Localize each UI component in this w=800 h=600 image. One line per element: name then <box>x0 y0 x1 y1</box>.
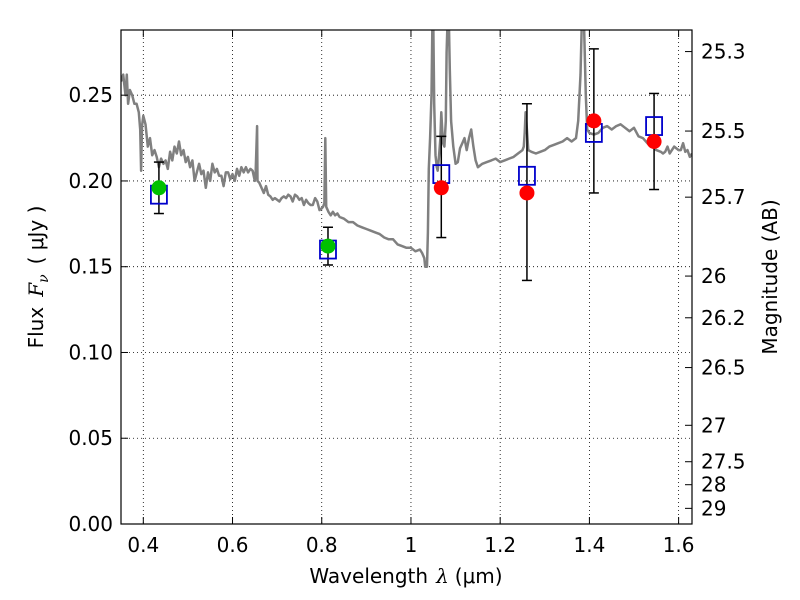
x-tick-label: 1.6 <box>663 533 695 557</box>
spectrum-line <box>121 30 692 268</box>
x-tick-label: 0.8 <box>306 533 338 557</box>
mag-tick-label: 28 <box>701 473 726 497</box>
x-tick-label: 1 <box>405 533 418 557</box>
model-square <box>518 165 536 186</box>
x-tick-label: 1.4 <box>573 533 605 557</box>
x-tick-label: 0.4 <box>127 533 159 557</box>
mag-tick-label: 25.5 <box>701 119 746 143</box>
x-tick-label: 1.2 <box>484 533 516 557</box>
mag-tick-label: 26 <box>701 264 726 288</box>
mag-tick-label: 27 <box>701 413 726 437</box>
observed-point <box>151 180 167 196</box>
y-tick-label: 0.15 <box>68 255 113 279</box>
observed-points <box>151 113 662 254</box>
y-tick-label: 0.05 <box>68 426 113 450</box>
y-axis-label: FluxFν( μJy ) <box>24 206 52 349</box>
y2-axis-label: Magnitude (AB) <box>758 199 782 354</box>
observed-point <box>433 180 449 196</box>
plot-background <box>121 30 692 524</box>
x-axis-label: Wavelength λ (μm) <box>309 564 502 588</box>
plot-frame <box>120 29 693 525</box>
observed-point <box>586 113 602 129</box>
observed-point <box>646 133 662 149</box>
mag-tick-label: 26.5 <box>701 356 746 380</box>
y-tick-label: 0.20 <box>68 169 113 193</box>
x-tick-label: 0.6 <box>217 533 249 557</box>
mag-tick-label: 25.3 <box>701 40 746 64</box>
observed-point <box>320 238 336 254</box>
y-tick-label: 0.00 <box>68 512 113 536</box>
spectrum-series <box>121 30 692 268</box>
mag-tick-label: 27.5 <box>701 450 746 474</box>
mag-tick-label: 25.7 <box>701 185 746 209</box>
mag-tick-label: 29 <box>701 496 726 520</box>
y-tick-label: 0.25 <box>68 83 113 107</box>
observed-point <box>519 185 535 201</box>
mag-tick-label: 26.2 <box>701 306 746 330</box>
axis-ticks: 0.4 0.6 0.8 1 1.2 1.4 1.6 0.00 0.05 0.10 0.15 0.20 0… <box>68 30 746 557</box>
y-tick-label: 0.10 <box>68 340 113 364</box>
